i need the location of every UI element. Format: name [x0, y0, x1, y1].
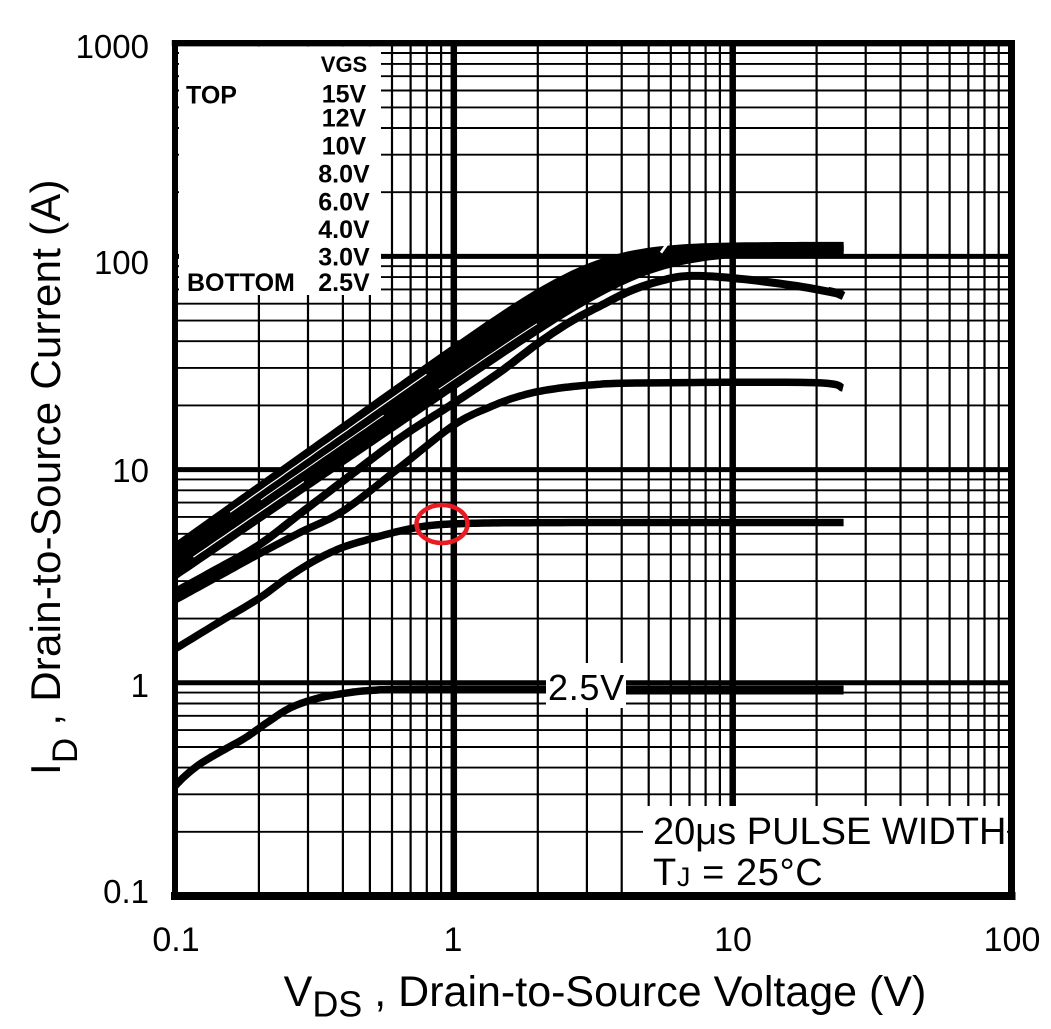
svg-text:2.5V: 2.5V: [318, 269, 370, 297]
svg-text:15V: 15V: [322, 81, 367, 109]
svg-text:8.0V: 8.0V: [318, 161, 370, 189]
svg-text:1000: 1000: [76, 28, 149, 65]
svg-text:12V: 12V: [322, 105, 367, 133]
svg-text:BOTTOM: BOTTOM: [187, 269, 295, 297]
svg-text:3.0V: 3.0V: [318, 244, 370, 272]
svg-text:4.0V: 4.0V: [318, 216, 370, 244]
svg-text:TOP: TOP: [186, 82, 237, 110]
svg-text:TJ = 25°C: TJ = 25°C: [653, 852, 823, 894]
svg-text:0.1: 0.1: [152, 921, 199, 959]
svg-text:2.5V: 2.5V: [548, 667, 625, 708]
svg-text:VDS , Drain-to-Source Voltage: VDS , Drain-to-Source Voltage (V): [284, 968, 927, 1024]
svg-text:6.0V: 6.0V: [318, 189, 370, 217]
svg-text:10: 10: [714, 921, 752, 959]
svg-text:1: 1: [131, 667, 149, 704]
svg-text:10V: 10V: [322, 133, 367, 161]
svg-text:0.1: 0.1: [103, 873, 149, 910]
svg-text:VGS: VGS: [321, 52, 367, 77]
svg-text:20μs PULSE WIDTH: 20μs PULSE WIDTH: [653, 811, 1006, 853]
svg-text:10: 10: [112, 452, 149, 489]
svg-text:100: 100: [94, 244, 149, 281]
svg-text:1: 1: [444, 921, 463, 959]
svg-text:100: 100: [984, 921, 1041, 959]
